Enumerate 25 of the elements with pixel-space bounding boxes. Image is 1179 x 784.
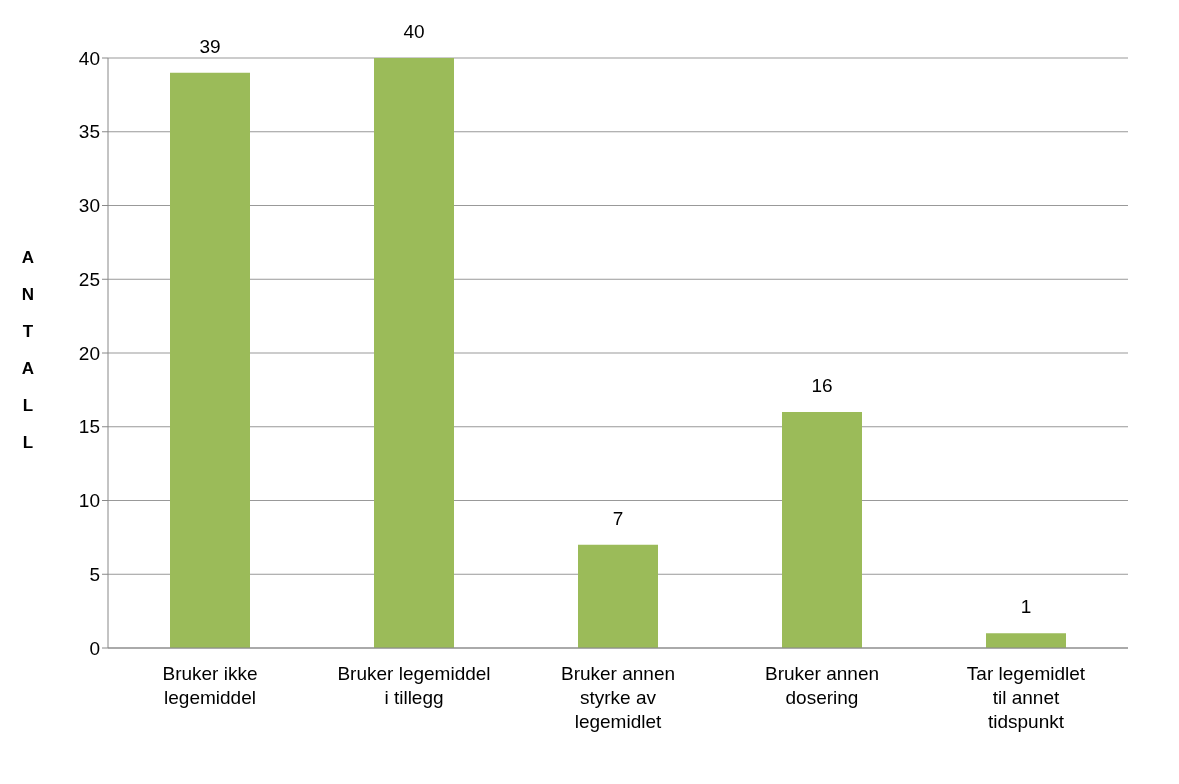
y-axis-title: ANTALL	[21, 248, 35, 452]
x-tick-label: Bruker legemiddel i tillegg	[337, 663, 491, 708]
x-tick-label: Tar legemidlet til annet tidspunkt	[966, 663, 1086, 732]
data-label: 1	[1020, 596, 1032, 618]
y-tick-label: 10	[78, 490, 100, 512]
bar	[374, 58, 454, 648]
bar	[782, 412, 862, 648]
y-tick-label: 35	[78, 121, 100, 143]
data-label: 16	[811, 375, 833, 396]
x-tick-label: Bruker annen styrke av legemidlet	[560, 663, 676, 732]
y-tick-label: 0	[89, 637, 100, 659]
y-tick-label: 25	[78, 268, 100, 290]
y-tick-label: 15	[78, 416, 100, 438]
data-label: 7	[612, 507, 624, 529]
y-tick-label: 5	[89, 563, 100, 585]
bar	[986, 633, 1066, 648]
bar	[578, 544, 658, 648]
x-tick-label: Bruker annen dosering	[764, 663, 880, 708]
y-tick-label: 30	[78, 195, 100, 217]
y-tick-label: 20	[78, 342, 100, 364]
data-label: 39	[199, 35, 221, 57]
data-label: 40	[403, 21, 425, 42]
x-tick-label: Bruker ikke legemiddel	[162, 663, 258, 708]
bar	[170, 72, 250, 648]
y-tick-label: 40	[78, 47, 100, 69]
